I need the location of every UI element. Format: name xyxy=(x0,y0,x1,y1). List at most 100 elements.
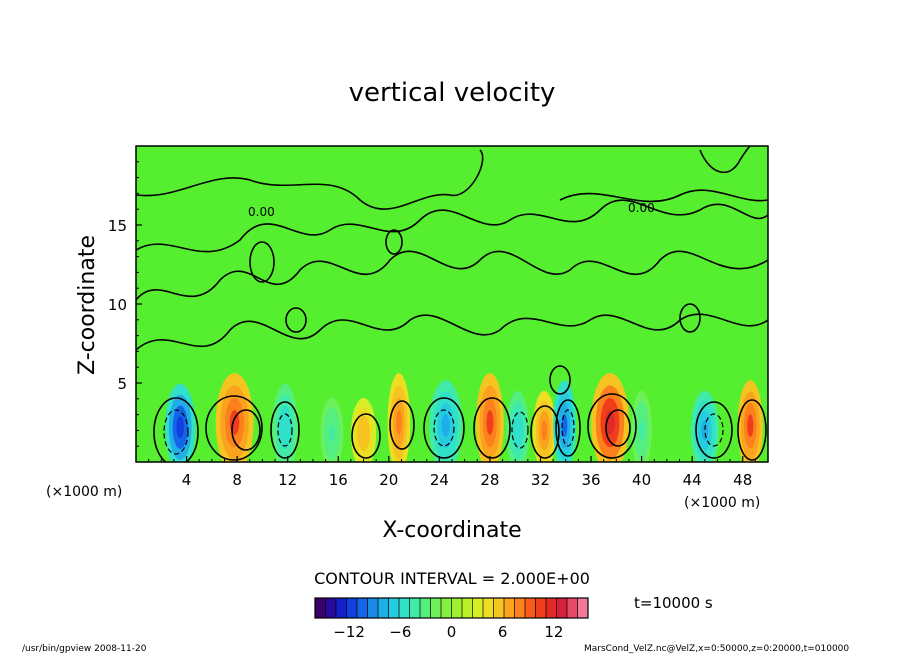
negative-contours xyxy=(163,409,724,455)
contour-label: 0.00 xyxy=(248,205,275,219)
contour-line xyxy=(389,400,415,450)
contour-line xyxy=(285,307,307,333)
colorbar-swatch xyxy=(504,598,515,618)
footer-left: /usr/bin/gpview 2008-11-20 xyxy=(22,644,147,654)
colorbar-swatch xyxy=(325,598,337,618)
contour-line xyxy=(679,303,701,333)
contour-line xyxy=(231,409,261,451)
x-tick-label: 28 xyxy=(480,471,499,489)
contour-line xyxy=(559,189,768,203)
velocity-cell xyxy=(281,416,289,439)
colorbar-swatch xyxy=(420,598,431,618)
contour-line xyxy=(136,313,768,351)
colorbar-swatch xyxy=(546,598,557,618)
colorbar-swatch xyxy=(378,598,389,618)
velocity-cell xyxy=(561,414,568,438)
colorbar-swatch xyxy=(430,598,442,618)
chart-title: vertical velocity xyxy=(349,78,556,108)
contour-line xyxy=(205,395,263,461)
contour-line xyxy=(511,411,529,449)
colorbar-swatch xyxy=(357,598,368,618)
velocity-cells xyxy=(165,373,763,462)
contour-line xyxy=(561,409,575,447)
x-tick-label: 20 xyxy=(379,471,398,489)
y-axis-title: Z-coordinate xyxy=(75,235,100,375)
velocity-cell xyxy=(747,414,754,438)
x-tick-label: 4 xyxy=(182,471,192,489)
colorbar-swatch xyxy=(336,598,347,618)
velocity-cell xyxy=(701,420,709,441)
velocity-cell xyxy=(396,410,402,435)
colorbar-swatch xyxy=(409,598,421,618)
y-tick-label: 15 xyxy=(108,217,127,235)
x-tick-label: 8 xyxy=(232,471,242,489)
x-tick-label: 36 xyxy=(581,471,600,489)
x-tick-label: 48 xyxy=(733,471,752,489)
contour-line xyxy=(605,409,631,447)
contour-line xyxy=(136,149,484,210)
x-unit-left: (×1000 m) xyxy=(46,484,122,500)
colorbar-frame xyxy=(314,597,589,619)
plot-area: 0.00 0.00 xyxy=(135,145,769,463)
x-axis-ticks: 4 8 12 16 20 24 28 32 36 40 44 48 xyxy=(148,456,756,489)
colorbar-swatch xyxy=(483,598,494,618)
contour-line xyxy=(699,146,751,174)
x-axis-title: X-coordinate xyxy=(382,518,521,543)
contour-line xyxy=(423,397,465,459)
contour-line xyxy=(136,250,768,301)
colorbar-swatch xyxy=(472,598,484,618)
colorbar-swatch xyxy=(493,598,505,618)
x-tick-label: 32 xyxy=(531,471,550,489)
colorbar-tick-label: 0 xyxy=(447,623,457,641)
colorbar-swatch xyxy=(462,598,473,618)
footer-right: MarsCond_VelZ.nc@VelZ,x=0:50000,z=0:2000… xyxy=(584,644,849,654)
colorbar-swatch xyxy=(556,598,568,618)
contour-line xyxy=(153,397,199,462)
colorbar-tick-label: −6 xyxy=(389,623,411,641)
velocity-cell xyxy=(486,410,494,435)
contour-line xyxy=(695,401,733,459)
contour-line xyxy=(385,229,403,255)
colorbar-swatch xyxy=(388,598,400,618)
colorbar-ticks: −12 −6 0 6 12 xyxy=(333,623,563,641)
contour-line xyxy=(270,401,300,459)
colorbar xyxy=(314,597,589,619)
colorbar-swatch xyxy=(441,598,452,618)
x-tick-label: 16 xyxy=(329,471,348,489)
velocity-cell xyxy=(360,424,367,443)
contour-line xyxy=(530,405,560,459)
velocity-cell xyxy=(514,420,521,441)
contour-line xyxy=(473,397,511,459)
colorbar-tick-label: 12 xyxy=(544,623,563,641)
x-unit-right: (×1000 m) xyxy=(684,495,760,511)
colorbar-swatch xyxy=(535,598,547,618)
contour-line xyxy=(351,413,381,459)
contour-label: 0.00 xyxy=(628,201,655,215)
time-label: t=10000 s xyxy=(634,594,713,612)
colorbar-swatch xyxy=(315,598,326,618)
contour-line xyxy=(277,413,293,447)
contour-lines xyxy=(136,146,768,462)
y-tick-label: 5 xyxy=(117,375,127,393)
colorbar-swatch xyxy=(514,598,526,618)
contour-line xyxy=(549,365,571,395)
velocity-cell xyxy=(441,414,450,438)
colorbar-swatch xyxy=(577,598,589,618)
velocity-cell xyxy=(541,420,548,441)
x-tick-label: 12 xyxy=(278,471,297,489)
velocity-cell xyxy=(176,416,185,439)
x-tick-label: 24 xyxy=(430,471,449,489)
velocity-cell xyxy=(329,424,335,443)
contour-line xyxy=(163,409,189,455)
colorbar-tick-label: −12 xyxy=(333,623,365,641)
contour-line xyxy=(433,409,455,447)
colorbar-swatch xyxy=(346,598,358,618)
contour-line xyxy=(555,399,581,457)
colorbar-swatch xyxy=(451,598,463,618)
contour-line xyxy=(587,393,637,459)
velocity-cell xyxy=(605,410,615,435)
contour-line xyxy=(704,413,724,447)
colorbar-swatch xyxy=(399,598,410,618)
y-tick-label: 10 xyxy=(108,296,127,314)
